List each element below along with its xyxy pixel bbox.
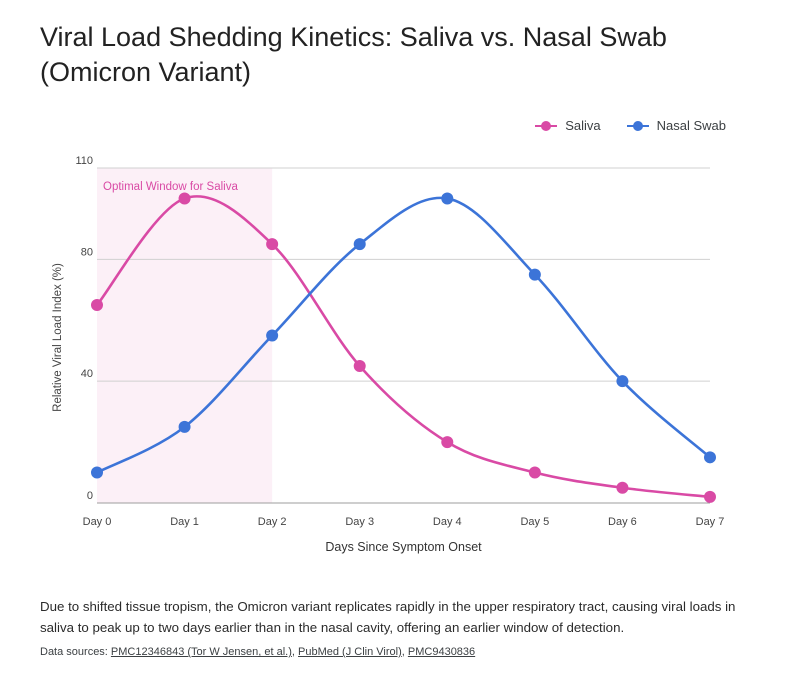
x-tick-label-day-6: Day 6 bbox=[608, 516, 637, 528]
chart-title: Viral Load Shedding Kinetics: Saliva vs.… bbox=[40, 20, 760, 90]
legend-swatch-nasal-swab bbox=[626, 120, 649, 132]
x-tick-label-day-7: Day 7 bbox=[696, 516, 725, 528]
data-sources: Data sources: PMC12346843 (Tor W Jensen,… bbox=[40, 646, 476, 658]
legend-label-nasal-swab: Nasal Swab bbox=[656, 118, 726, 133]
data-point-nasal-swab-day-4 bbox=[441, 192, 454, 205]
y-tick-label-0: 0 bbox=[87, 490, 93, 502]
highlight-band bbox=[97, 168, 273, 503]
legend-swatch-saliva bbox=[535, 120, 558, 132]
data-point-nasal-swab-day-3 bbox=[353, 238, 366, 251]
source-link-pmc9430836[interactable]: PMC9430836 bbox=[407, 646, 476, 658]
x-tick-label-day-4: Day 4 bbox=[433, 516, 462, 528]
data-point-nasal-swab-day-7 bbox=[704, 451, 716, 464]
data-point-saliva-day-2 bbox=[266, 238, 279, 251]
x-tick-label-day-2: Day 2 bbox=[258, 516, 287, 528]
legend-item-nasal-swab: Nasal Swab bbox=[626, 118, 726, 133]
data-point-saliva-day-5 bbox=[528, 466, 541, 479]
x-tick-label-day-3: Day 3 bbox=[345, 516, 374, 528]
data-sources-prefix: Data sources: bbox=[40, 646, 111, 658]
legend: Saliva Nasal Swab bbox=[535, 118, 726, 133]
source-link-pubmed[interactable]: PubMed (J Clin Virol) bbox=[298, 646, 402, 658]
data-point-saliva-day-6 bbox=[616, 481, 629, 494]
data-point-nasal-swab-day-2 bbox=[266, 329, 279, 342]
data-point-nasal-swab-day-1 bbox=[178, 420, 191, 433]
series-line-nasal-swab bbox=[96, 196, 711, 474]
legend-item-saliva: Saliva bbox=[535, 118, 601, 133]
data-point-saliva-day-3 bbox=[353, 359, 366, 372]
y-tick-label-40: 40 bbox=[81, 368, 93, 380]
data-point-nasal-swab-day-0 bbox=[91, 466, 103, 479]
x-tick-label-day-1: Day 1 bbox=[170, 516, 199, 528]
y-tick-label-110: 110 bbox=[75, 155, 93, 167]
y-axis-title: Relative Viral Load Index (%) bbox=[52, 263, 64, 412]
data-point-saliva-day-4 bbox=[441, 436, 454, 449]
x-axis-title: Days Since Symptom Onset bbox=[325, 540, 482, 554]
x-tick-label-day-0: Day 0 bbox=[83, 516, 112, 528]
line-chart: 0 40 80 110 Optimal Window for Saliva Day 0 Da… bbox=[52, 155, 725, 554]
chart-caption: Due to shifted tissue tropism, the Omicr… bbox=[40, 599, 736, 635]
data-point-saliva-day-0 bbox=[91, 299, 103, 312]
highlight-label: Optimal Window for Saliva bbox=[103, 181, 238, 193]
source-link-pmc12346843[interactable]: PMC12346843 (Tor W Jensen, et al.) bbox=[110, 646, 292, 658]
legend-label-saliva: Saliva bbox=[565, 118, 601, 133]
data-point-saliva-day-7 bbox=[704, 490, 716, 503]
data-point-nasal-swab-day-5 bbox=[528, 268, 541, 281]
x-tick-label-day-5: Day 5 bbox=[520, 516, 549, 528]
y-tick-label-80: 80 bbox=[81, 246, 93, 258]
chart-title-line-1: Viral Load Shedding Kinetics: Saliva vs.… bbox=[40, 22, 667, 52]
data-point-saliva-day-1 bbox=[178, 192, 191, 205]
data-point-nasal-swab-day-6 bbox=[616, 375, 629, 388]
chart-title-line-2: (Omicron Variant) bbox=[40, 57, 252, 87]
